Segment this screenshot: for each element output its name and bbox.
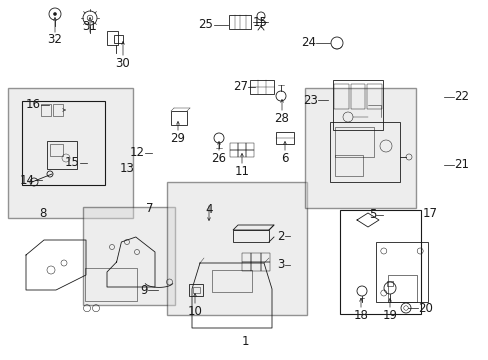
Bar <box>249 80 273 94</box>
Bar <box>245 150 253 157</box>
Text: 18: 18 <box>353 309 367 322</box>
Bar <box>251 253 260 262</box>
Text: 15: 15 <box>65 157 80 170</box>
Bar <box>189 284 203 296</box>
Text: 29: 29 <box>170 132 185 145</box>
Text: 16: 16 <box>26 99 41 112</box>
Bar <box>193 287 200 293</box>
Bar <box>171 111 186 125</box>
Text: 7: 7 <box>146 202 153 215</box>
Text: 6: 6 <box>281 152 288 165</box>
Text: 3: 3 <box>277 258 285 271</box>
Bar <box>107 31 118 45</box>
Bar <box>85 268 137 301</box>
Text: 27: 27 <box>232 81 247 94</box>
Text: 32: 32 <box>47 33 62 46</box>
Text: 2: 2 <box>277 230 285 243</box>
Bar <box>275 132 293 144</box>
Bar <box>238 143 245 150</box>
Bar <box>339 210 420 314</box>
Bar <box>167 182 306 315</box>
Bar <box>350 84 365 109</box>
Bar <box>47 141 77 169</box>
Bar <box>366 84 381 109</box>
Bar <box>242 253 251 262</box>
Bar <box>238 150 245 157</box>
Text: 4: 4 <box>205 203 212 216</box>
Text: 20: 20 <box>417 302 432 315</box>
Bar <box>375 242 427 302</box>
Bar <box>386 281 392 286</box>
Text: 23: 23 <box>303 94 317 107</box>
Bar <box>333 84 348 109</box>
Text: 30: 30 <box>115 57 130 70</box>
Text: 17: 17 <box>422 207 437 220</box>
Circle shape <box>53 12 57 16</box>
Bar <box>8 88 133 218</box>
Text: 5: 5 <box>368 208 375 221</box>
Text: 9: 9 <box>140 284 148 297</box>
Bar <box>212 270 251 292</box>
Bar <box>229 143 238 150</box>
Bar <box>305 88 415 208</box>
Bar <box>260 253 269 262</box>
Bar <box>114 35 123 44</box>
Bar <box>41 104 51 116</box>
Bar <box>329 122 399 182</box>
Text: 24: 24 <box>301 36 315 49</box>
Bar <box>332 80 382 130</box>
Text: 28: 28 <box>274 112 289 125</box>
Bar <box>260 262 269 271</box>
Text: 11: 11 <box>234 165 249 178</box>
Text: 13: 13 <box>120 162 135 175</box>
Text: 21: 21 <box>453 158 468 171</box>
Text: 12: 12 <box>130 147 145 159</box>
Text: 15: 15 <box>253 15 267 28</box>
Text: 22: 22 <box>453 90 468 104</box>
Bar <box>334 127 373 157</box>
Bar <box>232 230 268 242</box>
Bar <box>242 262 251 271</box>
Bar <box>387 275 416 302</box>
Bar <box>22 101 105 185</box>
Text: 19: 19 <box>382 309 397 322</box>
Text: 31: 31 <box>82 20 97 33</box>
Text: 10: 10 <box>187 305 202 318</box>
Text: 8: 8 <box>39 207 46 220</box>
Bar <box>251 262 260 271</box>
Text: 25: 25 <box>198 18 213 31</box>
Text: 14: 14 <box>20 174 35 186</box>
Bar <box>83 207 175 305</box>
Bar <box>228 15 250 29</box>
Bar <box>338 210 420 314</box>
Bar <box>53 104 63 116</box>
Bar <box>229 150 238 157</box>
Text: 1: 1 <box>241 335 248 348</box>
Bar <box>50 144 63 156</box>
Text: 26: 26 <box>211 152 226 165</box>
Bar <box>334 155 362 176</box>
Bar <box>245 143 253 150</box>
